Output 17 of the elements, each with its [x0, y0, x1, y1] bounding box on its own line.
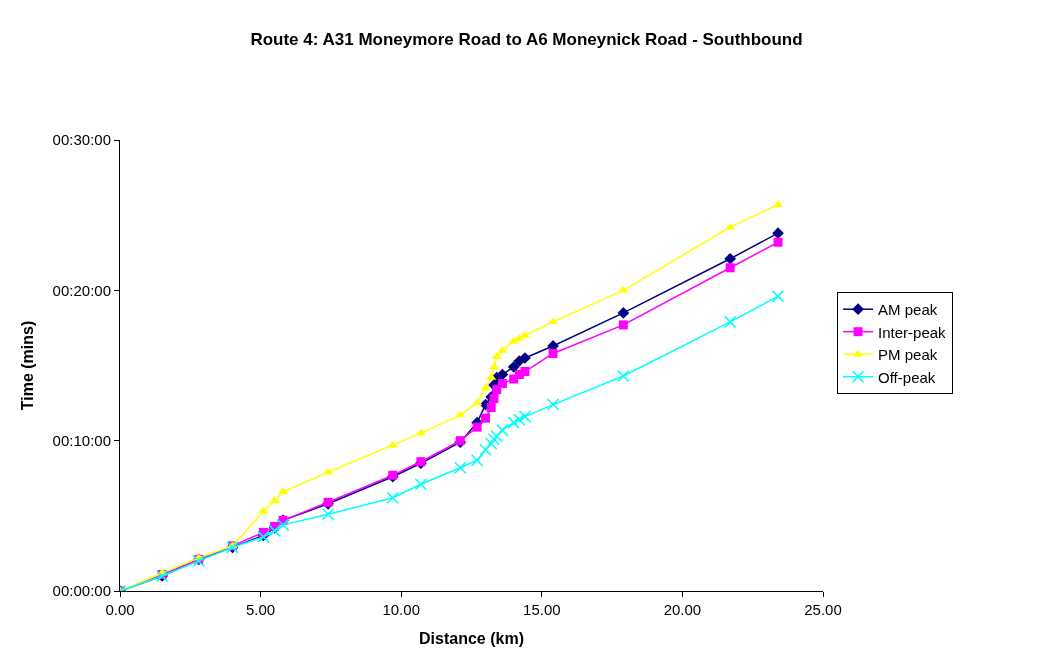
legend-label: Inter-peak	[878, 323, 947, 341]
legend-label: AM peak	[878, 301, 938, 319]
y-tick-label: 00:30:00	[52, 131, 111, 149]
x-tick-label: 15.00	[523, 601, 561, 618]
legend-label: Off-peak	[878, 368, 936, 386]
x-tick-label: 20.00	[663, 601, 702, 618]
x-tick-label: 25.00	[804, 601, 842, 618]
y-axis-title: Time (mins)	[18, 320, 36, 411]
x-tick-label: 10.00	[382, 601, 420, 618]
x-axis-title: Distance (km)	[419, 629, 524, 647]
x-tick-label: 5.00	[246, 601, 276, 618]
x-tick-label: 0.00	[105, 601, 135, 618]
y-tick-label: 00:10:00	[52, 431, 111, 449]
legend-label: PM peak	[878, 346, 938, 364]
y-tick-label: 00:20:00	[52, 281, 111, 299]
chart-title: Route 4: A31 Moneymore Road to A6 Moneynick Road - Southbound	[250, 30, 803, 50]
y-tick-label: 00:00:00	[52, 582, 111, 600]
